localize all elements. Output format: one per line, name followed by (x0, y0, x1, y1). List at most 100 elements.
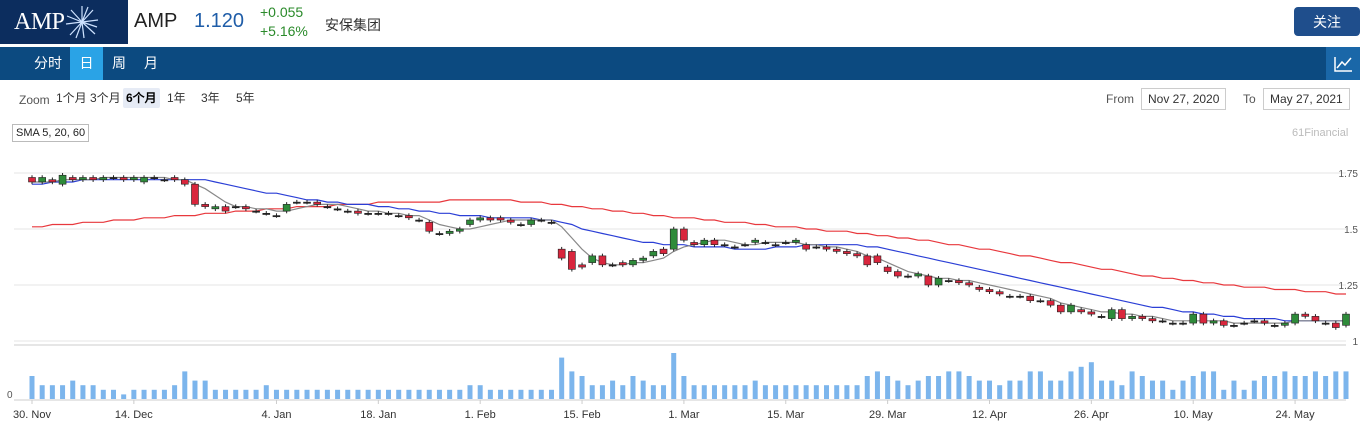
candle-up (109, 177, 118, 179)
candle-down (1148, 318, 1157, 322)
candle-up (1240, 322, 1248, 325)
candle-up (99, 177, 108, 181)
volume-bar (976, 380, 982, 399)
candle-up (1097, 316, 1106, 318)
from-date-input[interactable]: Nov 27, 2020 (1141, 88, 1227, 110)
volume-bar (447, 389, 453, 399)
candle-up (1209, 320, 1218, 324)
candle-up (262, 213, 271, 215)
volume-bar (1129, 371, 1135, 399)
candle-up (211, 206, 220, 210)
volume-bar (1312, 371, 1318, 399)
candle-down (1077, 309, 1085, 313)
candle-up (527, 219, 535, 225)
volume-bar (813, 385, 819, 399)
volume-bar (905, 385, 911, 399)
candle-up (944, 280, 953, 283)
candle-up (904, 275, 912, 278)
candle-up (374, 213, 383, 215)
chart-type-button[interactable] (1326, 47, 1360, 80)
candle-down (1219, 320, 1228, 326)
candle-up (140, 177, 148, 183)
candle-up (456, 228, 464, 232)
tab-weekly[interactable]: 周 (112, 55, 126, 71)
candle-up (343, 210, 352, 213)
candle-up (720, 244, 729, 247)
x-tick-label: 14. Dec (115, 409, 153, 421)
volume-bar (518, 389, 524, 399)
candle-up (364, 213, 372, 215)
candle-down (28, 177, 36, 183)
volume-bar (803, 385, 809, 399)
zoom-1y-button[interactable]: 1年 (167, 91, 186, 105)
volume-bar (986, 380, 992, 399)
zoom-3m-button[interactable]: 3个月 (90, 91, 121, 105)
zoom-5y-button[interactable]: 5年 (236, 91, 255, 105)
candle-down (313, 201, 322, 205)
zoom-label: Zoom (19, 93, 50, 107)
volume-bar (355, 389, 361, 399)
volume-bar (1302, 376, 1308, 399)
candle-up (1189, 313, 1198, 324)
zoom-1m-button[interactable]: 1个月 (56, 91, 87, 105)
volume-bar (70, 380, 76, 399)
volume-bar (650, 385, 656, 399)
candle-up (435, 233, 444, 235)
volume-bar (192, 380, 198, 399)
volume-bar (60, 385, 66, 399)
volume-bar (212, 389, 218, 399)
volume-bar (1211, 371, 1217, 399)
candle-up (415, 219, 423, 222)
volume-bar (1139, 376, 1145, 399)
zoom-6m-button[interactable]: 6个月 (123, 88, 160, 108)
candle-up (58, 174, 67, 185)
volume-bar (966, 376, 972, 399)
volume-bar (121, 394, 127, 399)
volume-bar (1221, 389, 1227, 399)
candle-down (1087, 311, 1096, 315)
tab-intraday[interactable]: 分时 (34, 55, 62, 71)
follow-button[interactable]: 关注 (1294, 7, 1360, 36)
x-tick-label: 4. Jan (261, 409, 291, 421)
volume-bar (324, 389, 330, 399)
candle-up (1169, 322, 1177, 325)
candle-up (1321, 322, 1330, 325)
sma-indicator-label[interactable]: SMA 5, 20, 60 (12, 124, 90, 142)
candle-up (547, 221, 556, 224)
candle-down (1311, 316, 1320, 322)
volume-bar (854, 385, 860, 399)
volume-bar (100, 389, 106, 399)
tab-daily[interactable]: 日 (70, 47, 103, 80)
volume-bar (477, 385, 483, 399)
candle-up (1067, 304, 1075, 313)
from-label: From (1106, 92, 1134, 106)
volume-bar (284, 389, 290, 399)
candle-down (843, 251, 851, 254)
starburst-logo-icon (65, 6, 99, 39)
volume-bar (711, 385, 717, 399)
candle-up (323, 206, 332, 209)
x-tick-label: 15. Mar (767, 409, 805, 421)
volume-bar (630, 376, 636, 399)
candle-down (425, 221, 434, 232)
price-change-pct: +5.16% (260, 23, 308, 39)
candle-up (914, 273, 922, 277)
candle-down (170, 177, 179, 181)
candle-down (1301, 313, 1310, 317)
volume-bar (141, 389, 147, 399)
volume-bar (864, 376, 870, 399)
to-date-input[interactable]: May 27, 2021 (1263, 88, 1350, 110)
candle-down (68, 177, 77, 181)
x-tick-label: 15. Feb (563, 409, 600, 421)
candle-up (252, 210, 260, 213)
last-price: 1.120 (194, 10, 245, 32)
tab-monthly[interactable]: 月 (144, 55, 158, 71)
volume-bar (946, 371, 952, 399)
candle-down (995, 291, 1004, 295)
volume-bar (396, 389, 402, 399)
price-change: +0.055 (260, 4, 304, 20)
company-name: 安保集团 (325, 17, 381, 33)
zoom-3y-button[interactable]: 3年 (201, 91, 220, 105)
candle-down (955, 280, 963, 284)
volume-bar (599, 385, 605, 399)
